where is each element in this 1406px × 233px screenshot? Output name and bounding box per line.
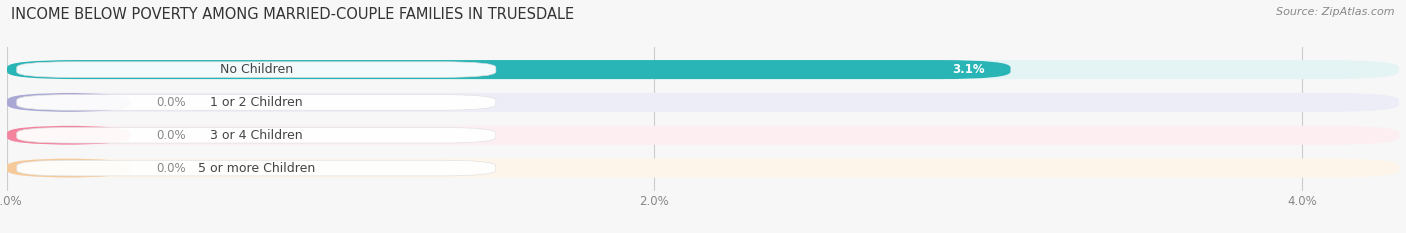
- FancyBboxPatch shape: [7, 60, 1399, 79]
- FancyBboxPatch shape: [17, 160, 496, 176]
- FancyBboxPatch shape: [17, 62, 496, 77]
- Text: 0.0%: 0.0%: [156, 96, 186, 109]
- FancyBboxPatch shape: [7, 159, 129, 178]
- Text: 0.0%: 0.0%: [156, 161, 186, 175]
- FancyBboxPatch shape: [7, 159, 1399, 178]
- Text: 1 or 2 Children: 1 or 2 Children: [209, 96, 302, 109]
- FancyBboxPatch shape: [7, 126, 129, 145]
- Text: 5 or more Children: 5 or more Children: [198, 161, 315, 175]
- Text: 3 or 4 Children: 3 or 4 Children: [209, 129, 302, 142]
- Text: Source: ZipAtlas.com: Source: ZipAtlas.com: [1277, 7, 1395, 17]
- FancyBboxPatch shape: [7, 93, 129, 112]
- FancyBboxPatch shape: [7, 126, 1399, 145]
- FancyBboxPatch shape: [17, 95, 496, 110]
- Text: INCOME BELOW POVERTY AMONG MARRIED-COUPLE FAMILIES IN TRUESDALE: INCOME BELOW POVERTY AMONG MARRIED-COUPL…: [11, 7, 575, 22]
- FancyBboxPatch shape: [7, 93, 1399, 112]
- Text: No Children: No Children: [219, 63, 292, 76]
- Text: 0.0%: 0.0%: [156, 129, 186, 142]
- Text: 3.1%: 3.1%: [952, 63, 984, 76]
- FancyBboxPatch shape: [17, 127, 496, 143]
- FancyBboxPatch shape: [7, 60, 1011, 79]
